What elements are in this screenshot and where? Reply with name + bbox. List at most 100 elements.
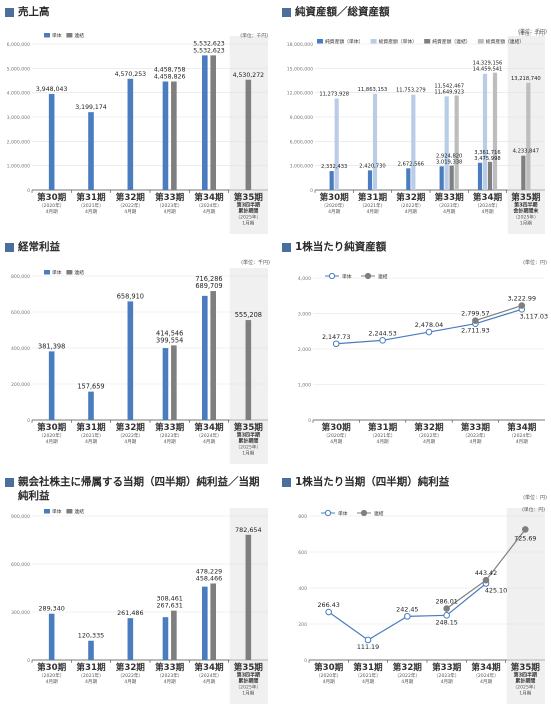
x-category-label: 第33期 <box>432 661 462 673</box>
legend-swatch <box>44 33 50 38</box>
x-month-label: 1月期 <box>519 691 532 697</box>
legend-label: 単体 <box>338 510 348 517</box>
bar-total-assets-tan <box>444 96 449 190</box>
x-month-label: 4月期 <box>85 679 98 685</box>
x-sub-label: 会計期間末 <box>512 208 538 215</box>
data-label: 3,361,716 <box>474 150 500 156</box>
y-tick-label: 0 <box>310 188 313 194</box>
bar-ren <box>245 534 252 660</box>
x-month-label: 4月期 <box>164 209 177 215</box>
x-month-label: 4月期 <box>46 439 59 445</box>
title-marker <box>5 8 14 17</box>
legend-marker <box>364 272 372 280</box>
legend-marker <box>360 509 368 517</box>
x-month-label: 4月期 <box>405 209 418 215</box>
point-ren <box>518 302 526 309</box>
bar-tan <box>162 617 169 660</box>
y-tick-label: 1,000,000 <box>7 164 30 170</box>
bar-net-assets-tan <box>329 171 334 190</box>
bar-total-assets-tan <box>411 94 416 190</box>
data-label: 11,863,153 <box>358 87 388 93</box>
x-sub-label: 累計期間 <box>238 438 258 445</box>
legend-label: 単体 <box>52 508 62 515</box>
legend-label: 単体 <box>52 269 62 276</box>
legend-label: 連結 <box>378 273 388 280</box>
data-label: 4,530,272 <box>233 72 265 79</box>
x-category-label: 第35期 <box>511 661 541 673</box>
x-category-label: 第35期 <box>511 191 541 203</box>
x-year-label: （2023年） <box>157 432 182 439</box>
chart-title: 1株当たり当期（四半期）純利益 <box>295 476 450 488</box>
bar-ren <box>245 79 252 190</box>
y-tick-label: 200,000 <box>11 382 30 388</box>
x-year-label: （2024年） <box>475 202 500 209</box>
data-label: 4,233,847 <box>513 149 539 155</box>
data-label: 2,332,433 <box>321 164 347 170</box>
x-month-label: 4月期 <box>443 209 456 215</box>
x-category-label: 第31期 <box>76 661 106 673</box>
data-label: 248.15 <box>435 618 457 626</box>
chart-title: 経常利益 <box>18 241 60 253</box>
x-sub-label: 第3四半期 <box>514 202 537 209</box>
panel-title: 経常利益 <box>2 237 60 261</box>
panel-sales: 売上高 0 1,000,000 2,000,000 3,000,000 4,000,00… <box>2 2 272 234</box>
bar-net-assets-tan <box>406 168 411 190</box>
legend-label: 連結 <box>74 269 84 276</box>
data-label: 120,335 <box>78 632 104 640</box>
x-year-label: （2021年） <box>355 672 380 679</box>
chart-title: 売上高 <box>18 6 50 18</box>
y-tick-label: 6,000,000 <box>290 139 313 145</box>
x-year-label: （2025年） <box>236 444 261 451</box>
x-sub-label: 第3四半期 <box>237 432 260 439</box>
y-tick-label: 0 <box>308 418 311 424</box>
x-year-label: （2021年） <box>78 202 103 209</box>
data-label: 3,222.99 <box>508 295 536 303</box>
x-month-label: 4月期 <box>164 439 177 445</box>
data-label: 716,286 <box>195 275 222 283</box>
bps-chart: 01,0002,0003,0004,000第30期（2020年）4月期第31期（… <box>298 272 548 445</box>
bar-ren <box>171 610 177 660</box>
x-category-label: 第30期 <box>322 421 352 433</box>
bar-net-assets-tan <box>367 170 373 190</box>
line-ren <box>475 305 522 322</box>
data-label: 4,458,826 <box>154 74 186 81</box>
x-month-label: 4月期 <box>441 679 454 685</box>
data-label: 11,649,923 <box>434 90 464 96</box>
y-tick-label: 2,000,000 <box>7 139 30 145</box>
bar-tan <box>127 618 134 660</box>
x-category-label: 第35期 <box>234 421 264 433</box>
bar-tan <box>127 78 134 190</box>
x-year-label: （2024年） <box>196 202 221 209</box>
x-category-label: 第34期 <box>473 191 503 203</box>
x-month-label: 4月期 <box>203 439 216 445</box>
x-category-label: 第31期 <box>358 191 388 203</box>
legend-swatch <box>317 39 323 44</box>
bar-net-assets-ren <box>521 155 526 190</box>
x-month-label: 4月期 <box>377 439 390 445</box>
bar-tan <box>162 348 169 420</box>
x-sub-label: 累計期間 <box>515 678 535 685</box>
bar-tan <box>162 81 169 190</box>
unit-label: (単位：千円) <box>518 29 547 35</box>
data-label: 3,475,998 <box>474 156 500 162</box>
data-label: 3,117.03 <box>520 312 548 320</box>
legend-label: 純資産額（連結） <box>432 38 470 45</box>
y-tick-label: 600 <box>298 550 307 556</box>
x-year-label: （2022年） <box>395 672 420 679</box>
x-year-label: （2022年） <box>118 202 143 209</box>
bar-net-assets-ren <box>487 161 493 190</box>
data-label: 11,273,928 <box>319 92 349 98</box>
legend-label: 連結 <box>374 510 384 517</box>
legend-swatch <box>66 270 73 275</box>
bar-ren <box>171 81 177 190</box>
unit-label: (単位：円) <box>522 506 545 513</box>
x-sub-label: 第3四半期 <box>514 672 537 679</box>
legend-swatch <box>370 39 377 44</box>
legend-label: 単体 <box>52 32 62 39</box>
legend-marker <box>328 272 336 280</box>
y-tick-label: 600,000 <box>11 310 30 316</box>
bar-tan <box>88 112 94 190</box>
x-year-label: （2024年） <box>473 672 498 679</box>
x-month-label: 4月期 <box>480 679 493 685</box>
legend-swatch <box>66 509 73 514</box>
